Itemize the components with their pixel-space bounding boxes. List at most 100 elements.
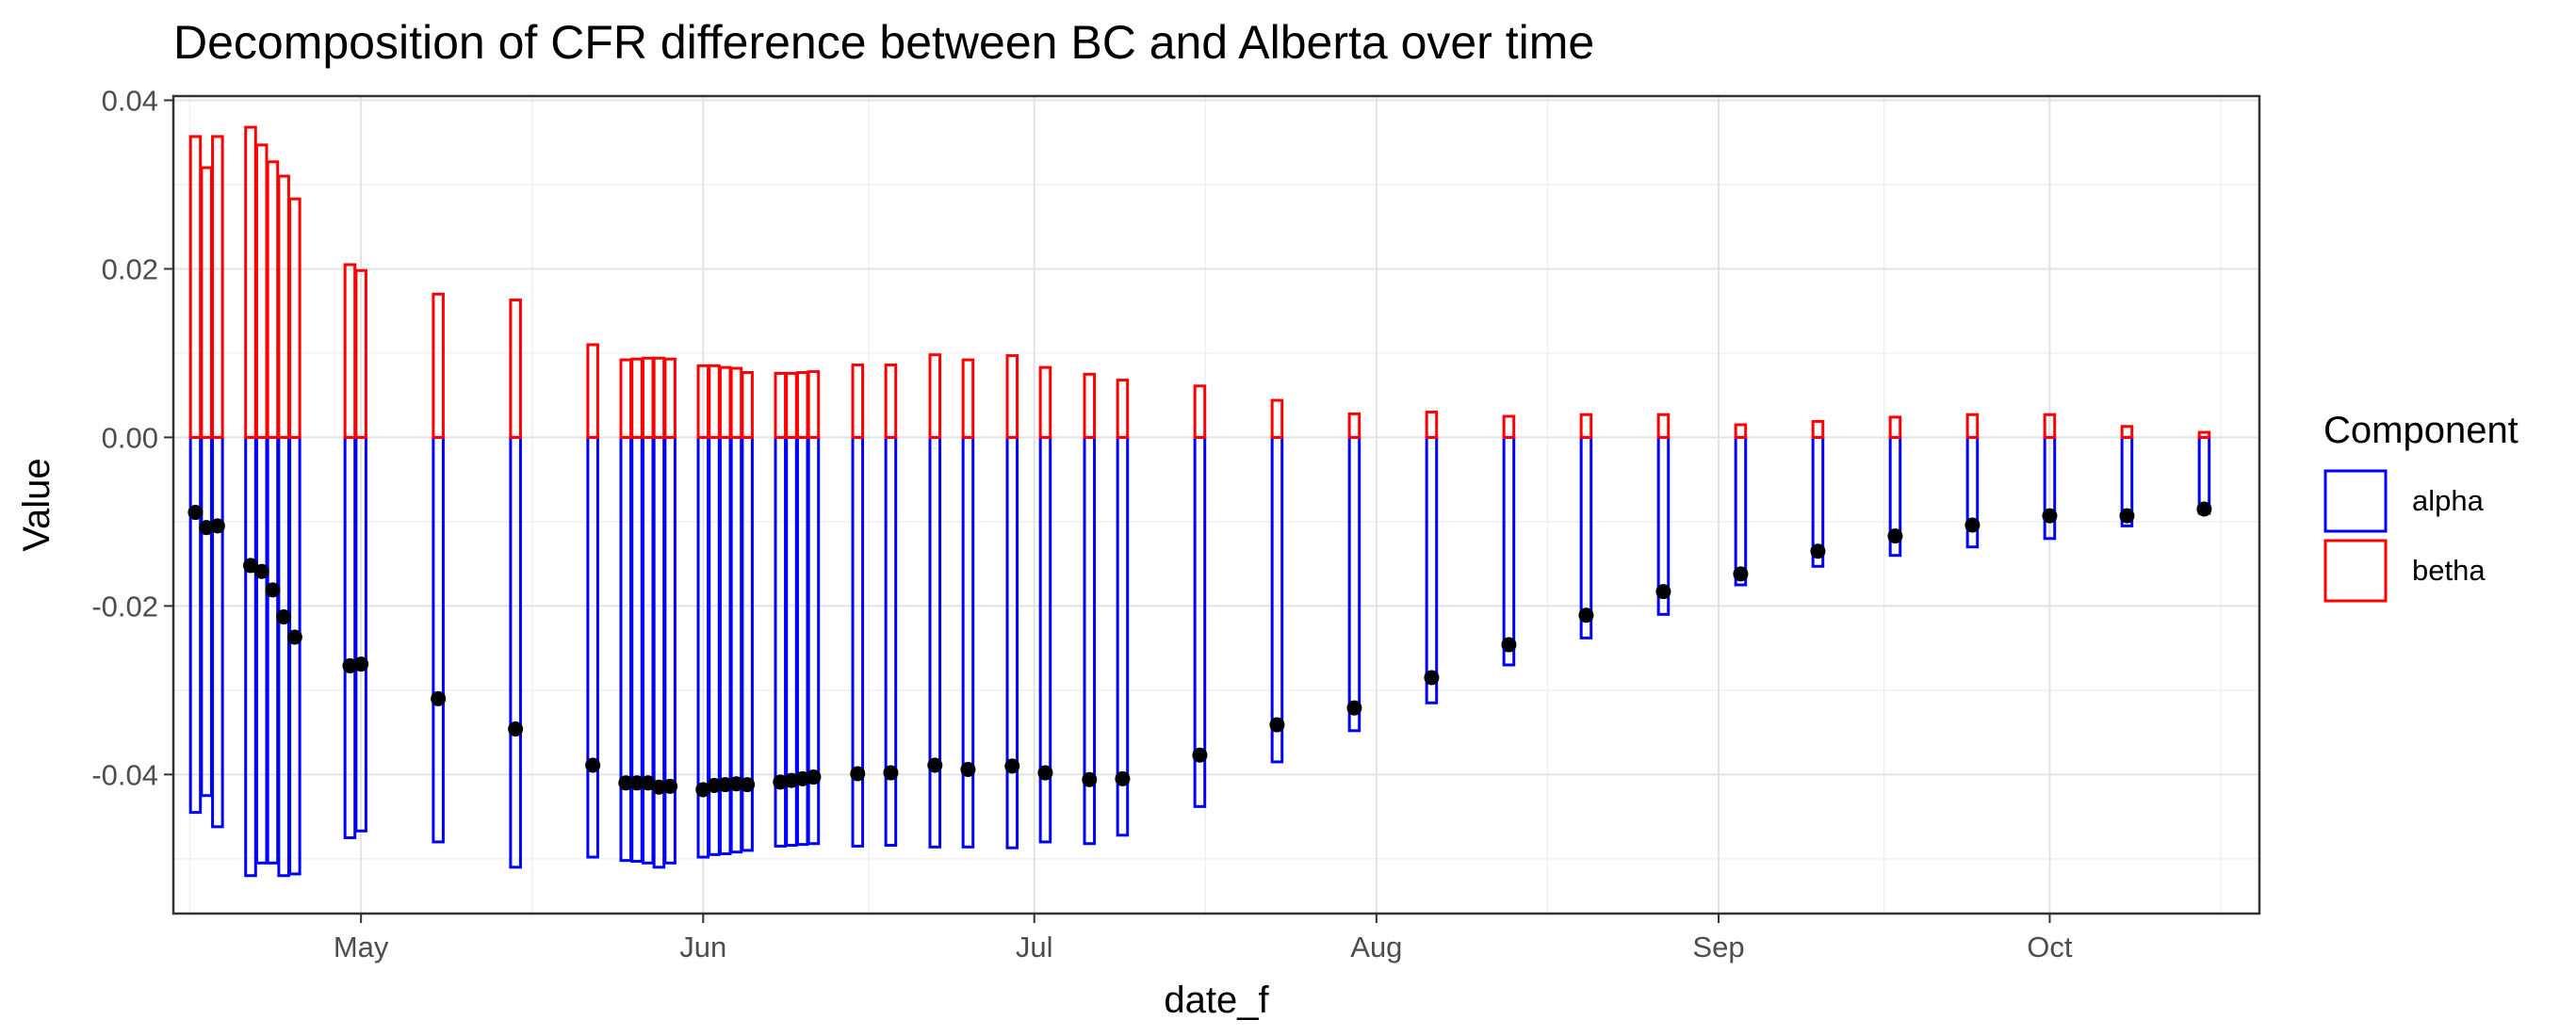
point-total	[850, 766, 866, 782]
point-total	[253, 563, 269, 579]
bar-betha	[586, 343, 599, 439]
bar-alpha	[244, 435, 257, 878]
bar-alpha	[884, 435, 898, 848]
bar-betha	[1965, 413, 1980, 439]
bar-alpha	[343, 435, 357, 839]
bar-betha	[619, 358, 633, 439]
bar-betha	[1038, 365, 1052, 439]
point-total	[431, 690, 447, 706]
point-total	[1965, 517, 1981, 533]
point-total	[629, 775, 644, 791]
point-total	[618, 775, 634, 791]
point-total	[1004, 758, 1020, 774]
legend-key-alpha	[2323, 469, 2388, 533]
point-total	[209, 518, 225, 534]
bar-betha	[254, 143, 269, 439]
bar-betha	[641, 356, 655, 439]
bar-alpha	[1502, 435, 1516, 667]
bar-betha	[1811, 419, 1825, 439]
bar-betha	[708, 364, 721, 439]
bar-betha	[774, 371, 788, 439]
point-total	[728, 776, 744, 792]
x-axis: May Jun Jul Aug Sep Oct	[334, 914, 2073, 963]
bar-betha	[1270, 398, 1284, 439]
bar-alpha	[200, 435, 213, 798]
legend: Component alpha betha	[2323, 410, 2519, 603]
bar-alpha	[211, 435, 224, 829]
point-total	[1037, 765, 1053, 781]
point-total	[276, 609, 292, 625]
point-total	[794, 770, 810, 786]
bar-alpha	[630, 435, 644, 864]
point-total	[199, 520, 215, 536]
bar-alpha	[1270, 435, 1284, 764]
point-total	[265, 582, 281, 598]
point-total	[1810, 543, 1826, 559]
bar-betha	[928, 353, 942, 439]
bar-betha	[266, 160, 280, 439]
point-total	[927, 757, 943, 773]
bar-betha	[188, 135, 203, 439]
point-total	[1192, 747, 1208, 763]
x-tick-label: Sep	[1692, 931, 1744, 963]
bar-betha	[961, 358, 975, 439]
point-total	[1733, 566, 1749, 582]
bar-alpha	[1347, 435, 1361, 733]
point-total	[1082, 771, 1098, 787]
x-tick-label: Oct	[2027, 931, 2073, 963]
x-axis-title: date_f	[1164, 979, 1269, 1021]
legend-label-alpha: alpha	[2412, 484, 2485, 517]
panel-border	[171, 94, 2261, 915]
bar-alpha	[1005, 435, 1019, 850]
x-tick-label: Aug	[1350, 931, 1402, 963]
point-total	[1346, 700, 1362, 716]
point-total	[717, 777, 733, 793]
bar-alpha	[288, 435, 302, 876]
point-total	[353, 656, 369, 672]
bar-betha	[200, 166, 213, 439]
legend-label-betha: betha	[2412, 554, 2486, 587]
point-total	[585, 757, 601, 773]
point-total	[1424, 670, 1440, 686]
bar-betha	[509, 299, 522, 439]
chart-title: Decomposition of CFR difference between …	[173, 16, 1594, 69]
point-total	[286, 629, 302, 645]
bar-alpha	[641, 435, 655, 865]
bar-betha	[785, 371, 798, 439]
y-tick-label: -0.02	[91, 590, 158, 623]
bar-alpha	[509, 435, 522, 869]
point-total	[707, 777, 722, 793]
point-total	[784, 772, 799, 788]
y-axis: 0.04 0.02 0.00 -0.02 -0.04	[91, 84, 173, 791]
bar-betha	[729, 366, 743, 439]
x-tick-label: Jul	[1016, 931, 1053, 963]
bar-betha	[741, 371, 754, 439]
bar-betha	[1347, 412, 1361, 439]
point-total	[2196, 501, 2212, 517]
bar-betha	[211, 135, 224, 439]
bar-betha	[1502, 414, 1516, 439]
y-tick-label: 0.02	[102, 252, 158, 285]
bar-alpha	[663, 435, 677, 865]
point-total	[187, 505, 204, 521]
bar-alpha	[652, 435, 666, 869]
bar-alpha	[1734, 435, 1748, 587]
bar-alpha	[1038, 435, 1052, 844]
point-total	[1655, 584, 1671, 600]
bar-betha	[1116, 379, 1130, 439]
point-total	[740, 777, 756, 793]
point-total	[662, 778, 678, 794]
point-total	[773, 774, 789, 790]
bars-layer	[188, 125, 2211, 878]
bar-alpha	[961, 435, 975, 849]
point-total	[243, 558, 258, 574]
point-total	[2042, 508, 2058, 524]
bar-alpha	[254, 435, 269, 865]
legend-title: Component	[2323, 410, 2519, 451]
bar-alpha	[277, 435, 290, 878]
bar-betha	[1656, 413, 1671, 439]
legend-key-betha	[2323, 539, 2388, 603]
point-total	[342, 657, 358, 673]
bar-betha	[288, 197, 302, 439]
bar-alpha	[928, 435, 942, 849]
